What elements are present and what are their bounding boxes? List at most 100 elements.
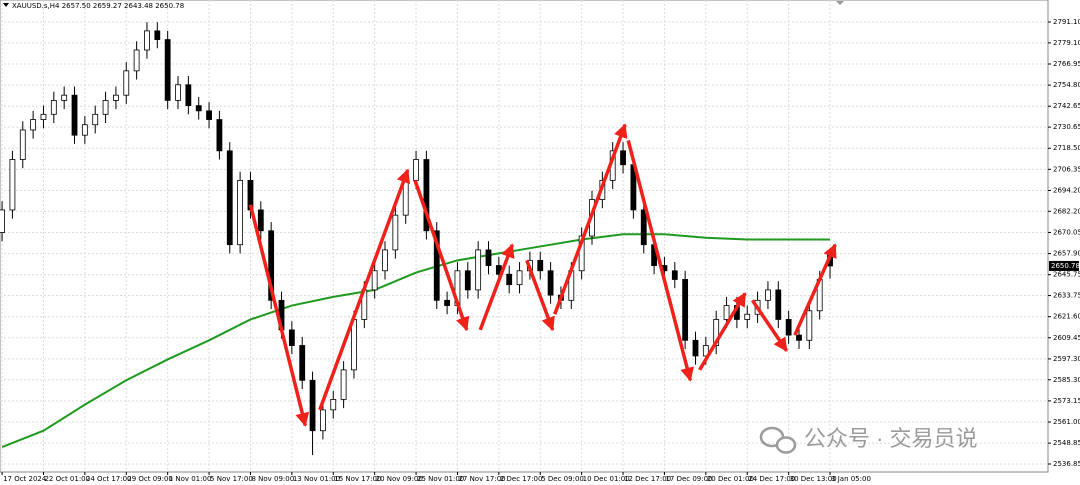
candle-body — [237, 179, 244, 246]
candle-body — [392, 214, 399, 251]
shift-marker — [836, 1, 844, 5]
candle-body — [506, 273, 513, 286]
y-tick-label: 2561.00 — [1053, 418, 1080, 426]
candle-body — [485, 249, 492, 266]
candle-body — [713, 319, 720, 346]
candle-body — [175, 84, 181, 101]
y-tick-label: 2597.30 — [1053, 355, 1080, 363]
candle-body — [206, 110, 212, 120]
candle-body — [382, 249, 388, 272]
moving-average — [1, 233, 831, 448]
y-tick-label: 2730.65 — [1053, 123, 1080, 131]
candle-body — [765, 289, 771, 301]
x-tick-label: 8 Nov 09:00 — [251, 475, 294, 483]
y-tick-label: 2585.30 — [1053, 376, 1080, 384]
y-tick-label: 2779.10 — [1053, 39, 1080, 47]
x-tick-label: 25 Nov 01:00 — [417, 475, 464, 483]
candle-body — [81, 124, 88, 136]
y-tick-label: 2633.75 — [1053, 292, 1080, 300]
candle-body — [50, 100, 57, 115]
x-tick-label: 1 Nov 01:00 — [169, 475, 212, 483]
candle-body — [257, 209, 264, 232]
grid — [0, 0, 1048, 472]
y-tick-label: 2621.60 — [1053, 313, 1080, 321]
x-tick-label: 27 Nov 17:00 — [458, 475, 505, 483]
x-tick-label: 3 Jan 05:00 — [831, 475, 871, 483]
candle-body — [796, 334, 802, 341]
candle-body — [154, 30, 161, 40]
x-tick-label: 2 Dec 17:00 — [500, 475, 543, 483]
candle-body — [433, 230, 440, 301]
x-tick-label: 15 Nov 17:00 — [334, 475, 381, 483]
candle-body — [413, 159, 419, 181]
x-tick-label: 12 Dec 17:00 — [624, 475, 671, 483]
x-tick-label: 29 Oct 09:00 — [127, 475, 173, 483]
ma-layer — [1, 233, 831, 448]
axes: 2791.10 2779.10 2766.95 2754.80 2742.65 2730.… — [1, 18, 1080, 483]
candle-body — [164, 39, 171, 101]
candle-body — [723, 305, 730, 320]
y-tick-label: 2718.50 — [1053, 144, 1080, 152]
price-label: 2650.78 — [1051, 262, 1080, 270]
wm-icon — [775, 436, 797, 454]
candle-body — [516, 270, 523, 286]
candle-body — [40, 113, 47, 120]
candle-body — [19, 129, 26, 160]
trend-arrow — [318, 168, 411, 411]
x-tick-label: 5 Nov 17:00 — [210, 475, 253, 483]
candle-body — [0, 209, 5, 233]
trend-arrow — [750, 299, 789, 352]
candle-body — [785, 319, 792, 336]
candle-body — [185, 84, 192, 107]
candle-body — [547, 270, 554, 296]
candle-body — [288, 329, 295, 346]
y-tick-label: 2706.35 — [1053, 165, 1080, 173]
trend-arrow — [525, 259, 555, 332]
y-tick-label: 2657.90 — [1053, 250, 1080, 258]
candle-body — [309, 379, 316, 432]
candle-body — [620, 150, 626, 166]
candle-layer — [0, 22, 833, 456]
y-tick-label: 2742.65 — [1053, 102, 1080, 110]
y-tick-label: 2791.10 — [1053, 18, 1080, 26]
candle-body — [464, 270, 471, 291]
x-tick-label: 20 Nov 09:00 — [376, 475, 423, 483]
x-tick-label: 24 Dec 17:00 — [748, 475, 795, 483]
trend-arrow — [553, 123, 628, 315]
candle-body — [775, 289, 782, 320]
x-tick-label: 17 Dec 09:00 — [665, 475, 712, 483]
candle-body — [744, 313, 751, 320]
candle-body — [640, 209, 647, 246]
arrow-layer — [248, 123, 837, 427]
x-tick-label: 17 Oct 2024 — [3, 475, 47, 483]
candle-body — [444, 299, 451, 306]
candle-body — [268, 230, 275, 301]
x-tick-label: 20 Dec 01:00 — [707, 475, 754, 483]
candle-body — [340, 369, 347, 400]
candle-body — [9, 159, 16, 211]
trend-arrow — [478, 243, 515, 331]
x-tick-label: 5 Dec 09:00 — [541, 475, 584, 483]
candle-body — [702, 345, 709, 357]
y-tick-label: 2766.95 — [1053, 60, 1080, 68]
trend-arrow — [698, 292, 747, 371]
candle-body — [475, 249, 482, 291]
header-arrow — [3, 3, 9, 7]
watermark: 公众号 · 交易员说 — [759, 426, 978, 454]
candle-body — [216, 119, 223, 152]
candle-body — [195, 105, 202, 112]
candle-body — [113, 94, 119, 101]
y-tick-label: 2670.05 — [1053, 228, 1080, 236]
candle-body — [226, 150, 233, 246]
x-tick-label: 30 Dec 13:00 — [790, 475, 837, 483]
trend-arrow — [626, 139, 694, 382]
y-tick-label: 2645.75 — [1053, 271, 1080, 279]
candle-body — [61, 94, 68, 101]
price-label-box — [1049, 260, 1079, 271]
candle-body — [692, 339, 699, 357]
candle-body — [371, 270, 378, 291]
candle-body — [144, 30, 150, 51]
candle-body — [682, 279, 689, 341]
candle-body — [351, 319, 357, 371]
candle-body — [133, 49, 140, 72]
